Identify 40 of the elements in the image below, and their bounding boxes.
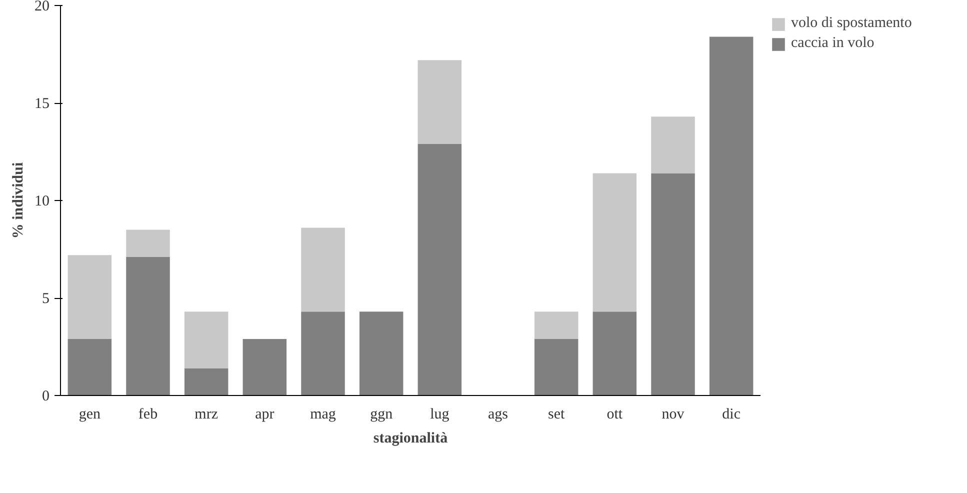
legend-label: volo di spostamento bbox=[791, 15, 912, 32]
x-tick-label: mag bbox=[310, 406, 336, 422]
x-tick-label: apr bbox=[255, 406, 274, 422]
bar bbox=[301, 228, 345, 312]
bar bbox=[651, 173, 695, 396]
legend-label: caccia in volo bbox=[791, 35, 876, 52]
y-tick-label: 10 bbox=[34, 194, 50, 210]
x-tick-label: gen bbox=[78, 406, 101, 422]
bar bbox=[184, 312, 228, 368]
bar bbox=[709, 36, 754, 396]
bar bbox=[418, 144, 462, 396]
y-tick-label: 0 bbox=[42, 388, 50, 404]
x-tick-label: ags bbox=[488, 406, 508, 422]
x-tick-label: feb bbox=[138, 406, 158, 422]
bar bbox=[534, 312, 578, 339]
bar bbox=[592, 312, 637, 396]
y-tick-label: 15 bbox=[34, 96, 50, 112]
y-tick-label: 5 bbox=[42, 291, 50, 307]
x-tick-label: ott bbox=[606, 406, 624, 422]
bar bbox=[126, 230, 170, 258]
bar bbox=[301, 312, 345, 396]
y-axis-title: % individui bbox=[10, 162, 26, 239]
bar bbox=[184, 368, 228, 396]
bar bbox=[592, 173, 637, 312]
y-tick-label: 20 bbox=[34, 0, 50, 14]
x-axis-title: stagionalità bbox=[373, 430, 448, 446]
x-tick-label: ggn bbox=[370, 406, 394, 422]
bar bbox=[418, 60, 462, 144]
bar bbox=[651, 116, 695, 174]
x-tick-label: set bbox=[548, 406, 566, 422]
bar bbox=[68, 255, 112, 339]
bar bbox=[68, 338, 112, 396]
x-tick-label: mrz bbox=[194, 406, 218, 422]
bar bbox=[242, 338, 287, 396]
bar bbox=[534, 338, 578, 396]
bar bbox=[359, 312, 404, 396]
bar bbox=[126, 257, 170, 396]
x-tick-label: nov bbox=[662, 406, 685, 422]
x-tick-label: lug bbox=[430, 406, 450, 422]
x-tick-label: dic bbox=[722, 406, 741, 422]
